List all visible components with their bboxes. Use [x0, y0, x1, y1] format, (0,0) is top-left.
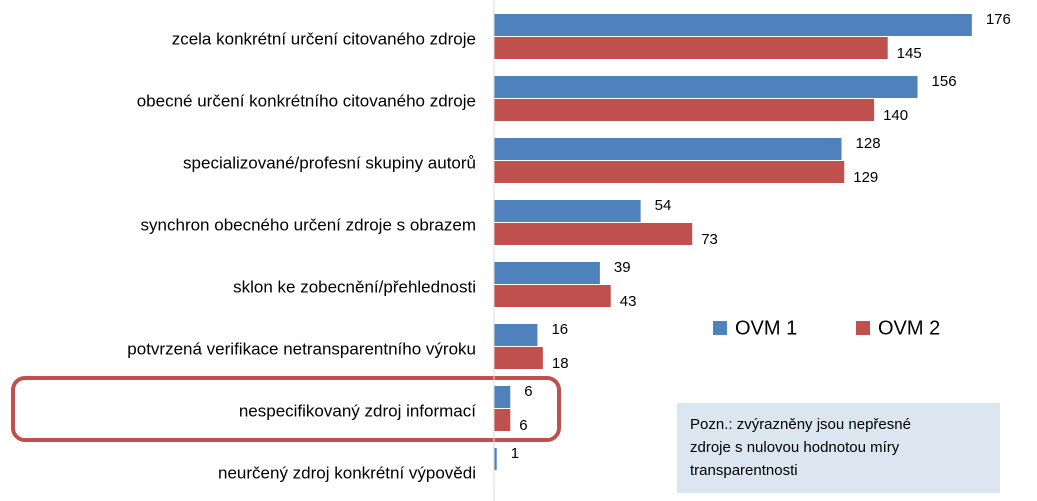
category-label: zcela konkrétní určení citovaného zdroje: [172, 29, 476, 48]
bar: [494, 138, 842, 160]
bar: [494, 99, 875, 121]
value-label: 1: [511, 445, 519, 462]
bar: [494, 76, 918, 98]
bar: [494, 324, 538, 346]
note-text: zdroje s nulovou hodnotou míry: [690, 439, 900, 456]
bar: [494, 409, 511, 431]
value-label: 54: [655, 197, 672, 214]
legend-swatch: [856, 321, 870, 335]
category-label: specializované/profesní skupiny autorů: [183, 153, 476, 172]
bar: [494, 262, 600, 284]
value-label: 176: [986, 11, 1011, 28]
bar: [494, 285, 611, 307]
note-text: transparentnosti: [690, 462, 798, 479]
value-label: 129: [853, 169, 878, 186]
value-label: 73: [701, 231, 718, 248]
bar: [494, 386, 511, 408]
note-box: [677, 403, 1000, 493]
category-label: neurčený zdroj konkrétní výpovědi: [218, 463, 476, 482]
legend-swatch: [713, 321, 727, 335]
category-label: nespecifikovaný zdroj informací: [239, 401, 476, 420]
value-label: 140: [883, 107, 908, 124]
value-label: 128: [856, 135, 881, 152]
value-label: 156: [932, 73, 957, 90]
highlight-box: [11, 376, 561, 442]
value-label: 6: [524, 383, 532, 400]
legend-label: OVM 1: [735, 317, 797, 339]
bar: [494, 200, 641, 222]
category-label: synchron obecného určení zdroje s obraze…: [141, 215, 476, 234]
value-label: 43: [620, 293, 637, 310]
value-label: 18: [552, 355, 569, 372]
value-label: 39: [614, 259, 631, 276]
value-label: 16: [551, 321, 568, 338]
bar: [494, 347, 543, 369]
note-text: Pozn.: zvýrazněny jsou nepřesné: [690, 416, 911, 433]
bar: [494, 223, 693, 245]
bar: [494, 161, 845, 183]
bar: [494, 448, 497, 470]
category-label: sklon ke zobecnění/přehlednosti: [233, 277, 476, 296]
value-label: 6: [519, 417, 527, 434]
value-label: 145: [897, 45, 922, 62]
bar: [494, 14, 972, 36]
legend-label: OVM 2: [878, 317, 940, 339]
category-label: obecné určení konkrétního citovaného zdr…: [137, 91, 476, 110]
bar: [494, 37, 888, 59]
category-label: potvrzená verifikace netransparentního v…: [127, 339, 476, 358]
